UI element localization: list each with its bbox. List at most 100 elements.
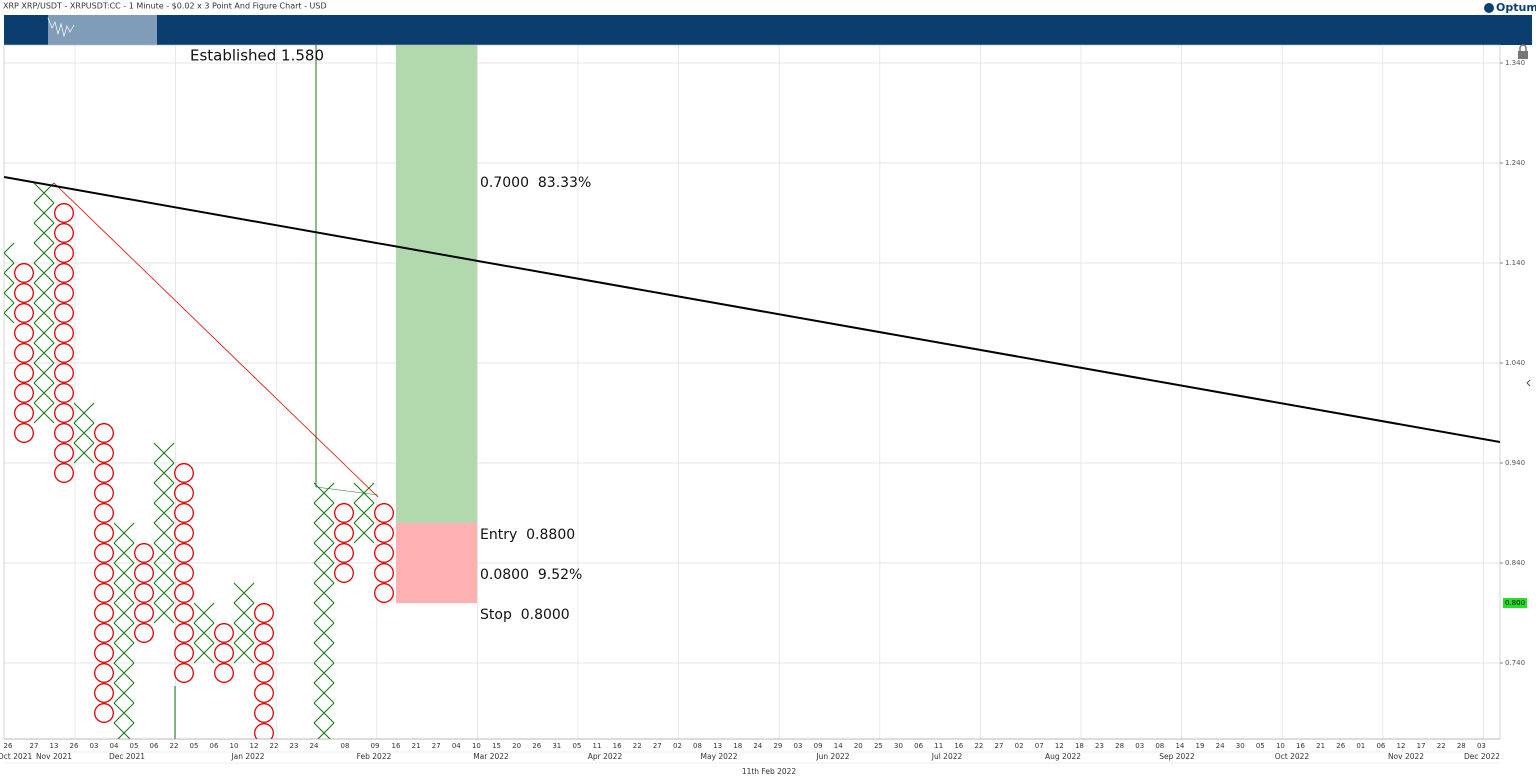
grid [4,45,1500,739]
x-tick-label: 08 [341,742,350,750]
o-box [174,603,194,623]
o-column [54,203,74,483]
last-price-label: 0.800 [1505,599,1525,607]
x-box [193,642,215,664]
y-tick-label: 0.940 [1505,459,1525,467]
o-column [334,503,354,583]
x-tick-label: 09 [814,742,823,750]
month-label: Dec 2021 [109,752,145,761]
o-box [94,623,114,643]
o-box [214,623,234,643]
o-box [94,443,114,463]
month-label: Sep 2022 [1159,752,1195,761]
risk-label: 0.0800 9.52% [480,567,582,583]
x-tick-label: 08 [1155,742,1164,750]
x-box [33,222,55,244]
o-box [14,403,34,423]
o-box [174,503,194,523]
columns [4,182,394,739]
o-box [14,343,34,363]
x-tick-label: 10 [230,742,239,750]
x-box [193,602,215,624]
trendline[interactable] [4,176,1500,443]
x-tick-label: 24 [753,742,762,750]
o-box [94,483,114,503]
o-box [334,523,354,543]
o-box [94,423,114,443]
x-box [313,662,335,684]
month-label: Jun 2022 [815,752,849,761]
o-box [374,563,394,583]
o-box [174,543,194,563]
x-tick-label: 06 [150,742,159,750]
established-link [315,486,379,496]
x-tick-label: 05 [130,742,139,750]
x-column [113,522,135,739]
x-tick-label: 23 [290,742,299,750]
o-box [14,323,34,343]
o-box [94,543,114,563]
o-box [94,603,114,623]
month-label: Oct 2022 [1275,752,1310,761]
lock-icon[interactable] [1518,44,1528,59]
x-tick-label: 03 [1135,742,1144,750]
month-label: Jan 2022 [230,752,264,761]
x-box [153,442,175,464]
o-box [54,283,74,303]
x-box [33,182,55,204]
x-box [153,602,175,624]
o-box [174,563,194,583]
o-box [174,643,194,663]
o-column [174,463,194,683]
o-box [94,643,114,663]
navigator-bar[interactable] [4,15,1532,45]
o-box [54,423,74,443]
x-column [353,482,375,544]
x-tick-label: 18 [733,742,742,750]
x-box [33,242,55,264]
x-column [313,482,335,739]
o-box [94,563,114,583]
o-box [334,563,354,583]
x-tick-label: 03 [794,742,803,750]
x-box [73,402,95,424]
o-box [254,623,274,643]
navigator-window[interactable] [48,15,157,45]
collapse-arrow[interactable] [1526,379,1531,387]
brand: Optuma [1496,1,1536,14]
x-tick-label: 05 [1256,742,1265,750]
o-box [54,403,74,423]
x-column [153,442,175,624]
x-box [113,682,135,704]
x-tick-label: 27 [432,742,441,750]
x-tick-label: 06 [914,742,923,750]
x-box [33,362,55,384]
x-box [353,502,375,524]
o-box [174,523,194,543]
x-tick-label: 23 [1095,742,1104,750]
x-tick-label: 06 [210,742,219,750]
x-tick-label: 02 [673,742,682,750]
o-box [254,703,274,723]
x-tick-label: 11 [593,742,602,750]
o-box [254,603,274,623]
x-box [313,522,335,544]
x-tick-label: 03 [1477,742,1486,750]
o-box [134,543,154,563]
stop-label: Stop 0.8000 [480,607,570,623]
last-price-tag [1503,598,1527,608]
o-box [54,323,74,343]
x-box [153,502,175,524]
x-box [153,522,175,544]
o-column [94,423,114,723]
o-column [14,263,34,443]
o-box [134,563,154,583]
o-box [54,463,74,483]
x-tick-label: 24 [310,742,319,750]
x-tick-label: 08 [693,742,702,750]
o-column [254,603,274,739]
y-tick-label: 1.040 [1505,359,1525,367]
x-tick-label: 28 [1457,742,1466,750]
x-tick-label: 17 [1417,742,1426,750]
x-box [33,402,55,424]
